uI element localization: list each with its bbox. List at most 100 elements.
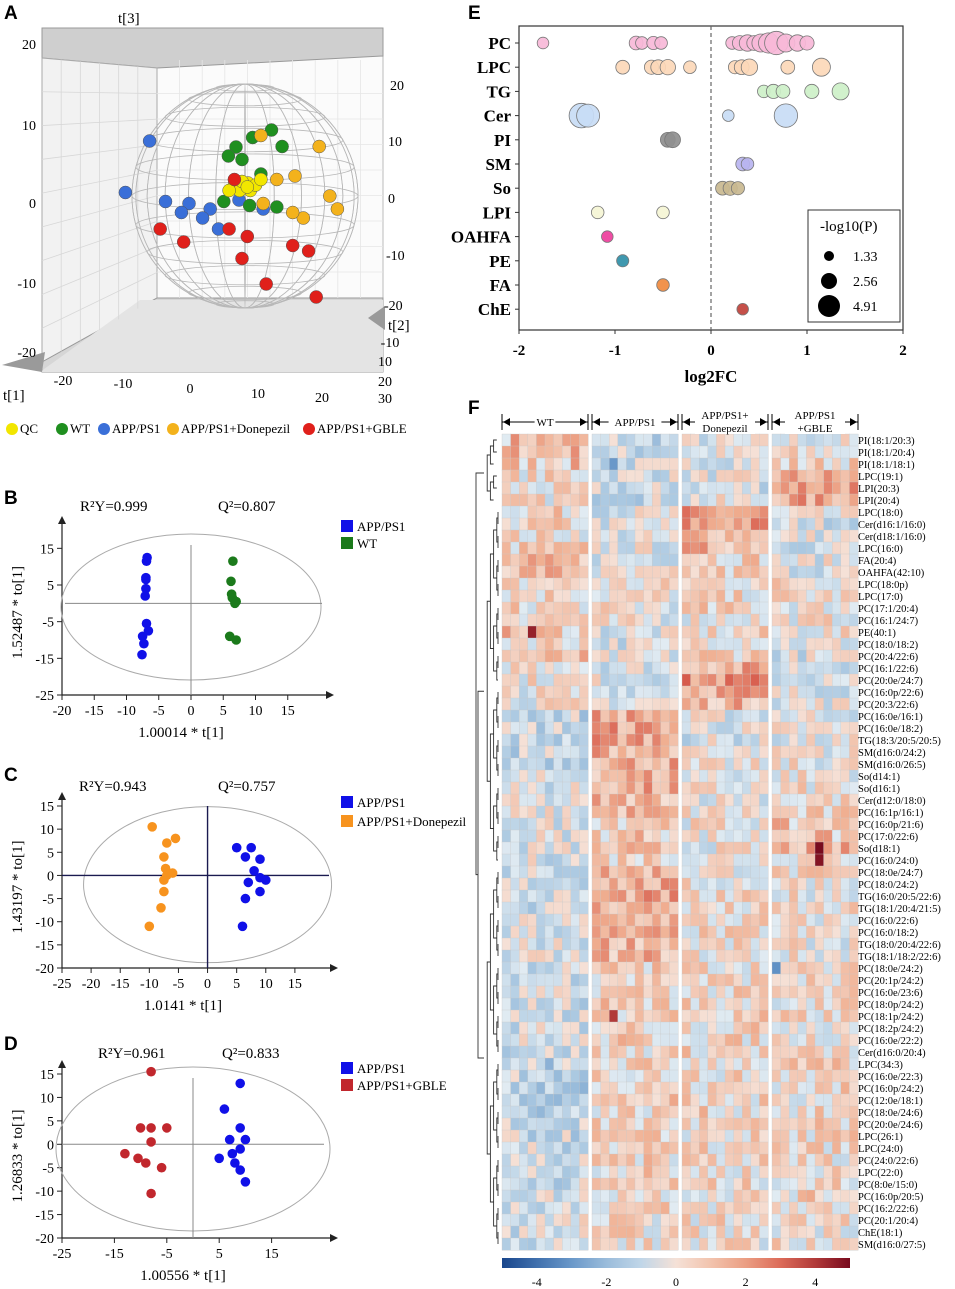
heatmap-cell <box>681 469 692 483</box>
heatmap-cell <box>814 1081 825 1095</box>
heatmap-cell <box>780 1237 790 1251</box>
heatmap-cell <box>553 577 563 591</box>
heatmap-cell <box>823 1057 833 1071</box>
heatmap-cell <box>780 829 790 843</box>
a-right-tick: 0 <box>388 192 395 207</box>
heatmap-cell <box>840 913 850 927</box>
heatmap-cell <box>742 805 752 819</box>
heatmap-cell <box>707 745 717 759</box>
heatmap-cell <box>617 721 627 735</box>
heatmap-cell <box>789 553 799 567</box>
heatmap-cell <box>789 853 799 867</box>
heatmap-cell <box>716 661 726 675</box>
scatter-point <box>176 235 191 249</box>
heatmap-cell <box>643 661 653 675</box>
heatmap-cell <box>797 973 807 987</box>
heatmap-cell <box>544 553 555 567</box>
heatmap-cell <box>840 673 850 687</box>
heatmap-cell <box>690 757 700 771</box>
heatmap-cell <box>716 1189 726 1203</box>
heatmap-cell <box>724 997 735 1011</box>
heatmap-cell <box>652 961 662 975</box>
heatmap-cell <box>733 469 743 483</box>
heatmap-cell <box>690 1177 700 1191</box>
heatmap-cell <box>544 973 555 987</box>
heatmap-cell <box>591 1081 602 1095</box>
heatmap-cell <box>536 1129 546 1143</box>
heatmap-cell <box>669 745 679 759</box>
heatmap-cell <box>570 697 580 711</box>
heatmap-cell <box>681 1129 692 1143</box>
heatmap-cell <box>814 913 825 927</box>
grid-line <box>41 91 158 94</box>
heatmap-cell <box>527 457 537 471</box>
heatmap-cell <box>806 1021 816 1035</box>
heatmap-cell <box>652 433 662 447</box>
heatmap-cell <box>806 1213 816 1227</box>
heatmap-cell <box>771 505 782 519</box>
group-label-bg <box>608 414 662 428</box>
heatmap-cell <box>600 661 610 675</box>
heatmap-cell <box>849 541 859 555</box>
heatmap-cell <box>797 685 807 699</box>
heatmap-cell <box>733 1153 743 1167</box>
heatmap-cell <box>690 889 700 903</box>
heatmap-cell <box>519 721 529 735</box>
heatmap-cell <box>570 865 580 879</box>
heatmap-cell <box>832 661 842 675</box>
heatmap-cell <box>570 1009 580 1023</box>
heatmap-cell <box>544 913 555 927</box>
heatmap-cell <box>759 1105 769 1119</box>
heatmap-cell <box>840 589 850 603</box>
heatmap-row-label: PC(20:3/22:6) <box>858 700 919 711</box>
heatmap-cell <box>849 673 859 687</box>
heatmap-cell <box>652 649 662 663</box>
heatmap-cell <box>771 1105 782 1119</box>
heatmap-cell <box>652 481 662 495</box>
legend-marker-app <box>98 423 110 435</box>
heatmap-cell <box>527 517 537 531</box>
heatmap-cell <box>660 709 670 723</box>
heatmap-cell <box>707 961 717 975</box>
heatmap-cell <box>609 985 619 999</box>
heatmap-cell <box>600 949 610 963</box>
heatmap-cell <box>699 661 709 675</box>
heatmap-row-label: PC(8:0e/15:0) <box>858 1180 918 1191</box>
heatmap-cell <box>832 937 842 951</box>
heatmap-cell <box>617 793 627 807</box>
heatmap-cell <box>814 505 825 519</box>
heatmap-cell <box>707 1117 717 1131</box>
heatmap-cell <box>699 1045 709 1059</box>
heatmap-cell <box>849 913 859 927</box>
heatmap-cell <box>617 1129 627 1143</box>
scatter-point <box>240 180 255 194</box>
heatmap-cell <box>724 1177 735 1191</box>
heatmap-cell <box>733 553 743 567</box>
heatmap-cell <box>780 1105 790 1119</box>
heatmap-cell <box>591 841 602 855</box>
heatmap-cell <box>652 1141 662 1155</box>
heatmap-cell <box>617 1033 627 1047</box>
heatmap-cell <box>759 901 769 915</box>
heatmap-cell <box>510 805 520 819</box>
heatmap-row-label: PC(16:1/22:6) <box>858 664 919 675</box>
heatmap-cell <box>510 553 520 567</box>
heatmap-cell <box>716 961 726 975</box>
heatmap-cell <box>780 553 790 567</box>
heatmap-cell <box>536 601 546 615</box>
heatmap-cell <box>742 853 752 867</box>
heatmap-cell <box>626 505 636 519</box>
heatmap-cell <box>591 1021 602 1035</box>
heatmap-cell <box>742 781 752 795</box>
heatmap-cell <box>579 949 589 963</box>
heatmap-cell <box>789 517 799 531</box>
heatmap-cell <box>716 937 726 951</box>
heatmap-row-label: Cer(d16:1/16:0) <box>858 520 926 531</box>
heatmap-cell <box>724 1213 735 1227</box>
heatmap-cell <box>724 505 735 519</box>
heatmap-cell <box>806 1129 816 1143</box>
heatmap-cell <box>733 1129 743 1143</box>
heatmap-cell <box>750 817 760 831</box>
heatmap-cell <box>681 733 692 747</box>
heatmap-cell <box>823 709 833 723</box>
